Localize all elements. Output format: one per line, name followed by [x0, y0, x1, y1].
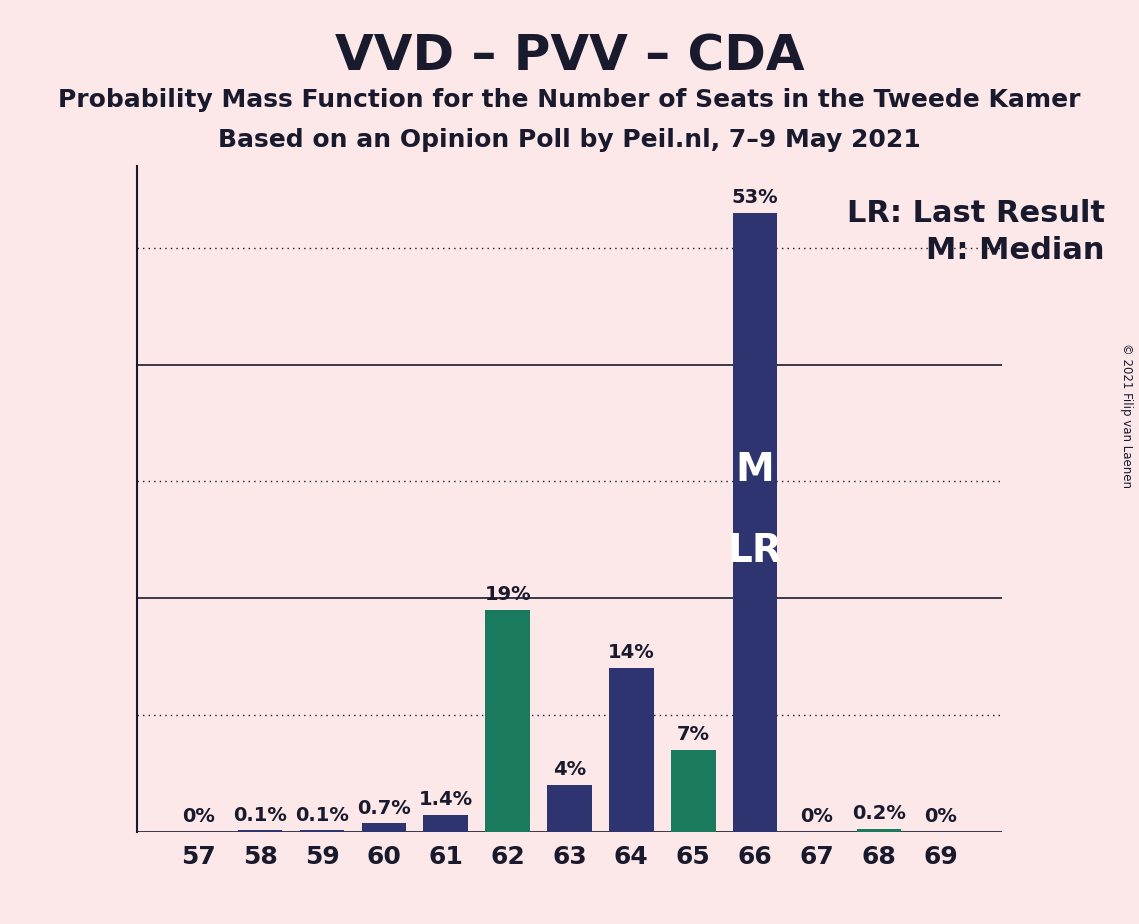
Text: 7%: 7% — [677, 725, 710, 744]
Text: M: M — [736, 451, 775, 489]
Text: 0%: 0% — [924, 807, 957, 826]
Bar — [671, 750, 715, 832]
Text: 0%: 0% — [801, 807, 834, 826]
Bar — [424, 815, 468, 832]
Text: 53%: 53% — [731, 188, 778, 207]
Bar — [857, 829, 901, 832]
Text: 0.1%: 0.1% — [233, 806, 287, 824]
Text: 1.4%: 1.4% — [419, 790, 473, 809]
Bar — [238, 831, 282, 832]
Bar — [485, 610, 530, 832]
Bar — [547, 784, 592, 832]
Text: 0%: 0% — [182, 807, 215, 826]
Text: 4%: 4% — [552, 760, 587, 779]
Bar — [609, 668, 654, 832]
Text: 14%: 14% — [608, 643, 655, 663]
Text: © 2021 Filip van Laenen: © 2021 Filip van Laenen — [1121, 344, 1133, 488]
Bar — [361, 823, 407, 832]
Text: M: Median: M: Median — [926, 236, 1105, 264]
Text: 0.7%: 0.7% — [357, 798, 411, 818]
Text: 19%: 19% — [484, 585, 531, 604]
Text: LR: LR — [728, 532, 782, 570]
Text: VVD – PVV – CDA: VVD – PVV – CDA — [335, 32, 804, 80]
Text: 0.2%: 0.2% — [852, 805, 906, 823]
Text: Probability Mass Function for the Number of Seats in the Tweede Kamer: Probability Mass Function for the Number… — [58, 88, 1081, 112]
Bar — [300, 831, 344, 832]
Text: Based on an Opinion Poll by Peil.nl, 7–9 May 2021: Based on an Opinion Poll by Peil.nl, 7–9… — [219, 128, 920, 152]
Bar — [732, 213, 778, 832]
Text: LR: Last Result: LR: Last Result — [846, 199, 1105, 227]
Text: 0.1%: 0.1% — [295, 806, 349, 824]
